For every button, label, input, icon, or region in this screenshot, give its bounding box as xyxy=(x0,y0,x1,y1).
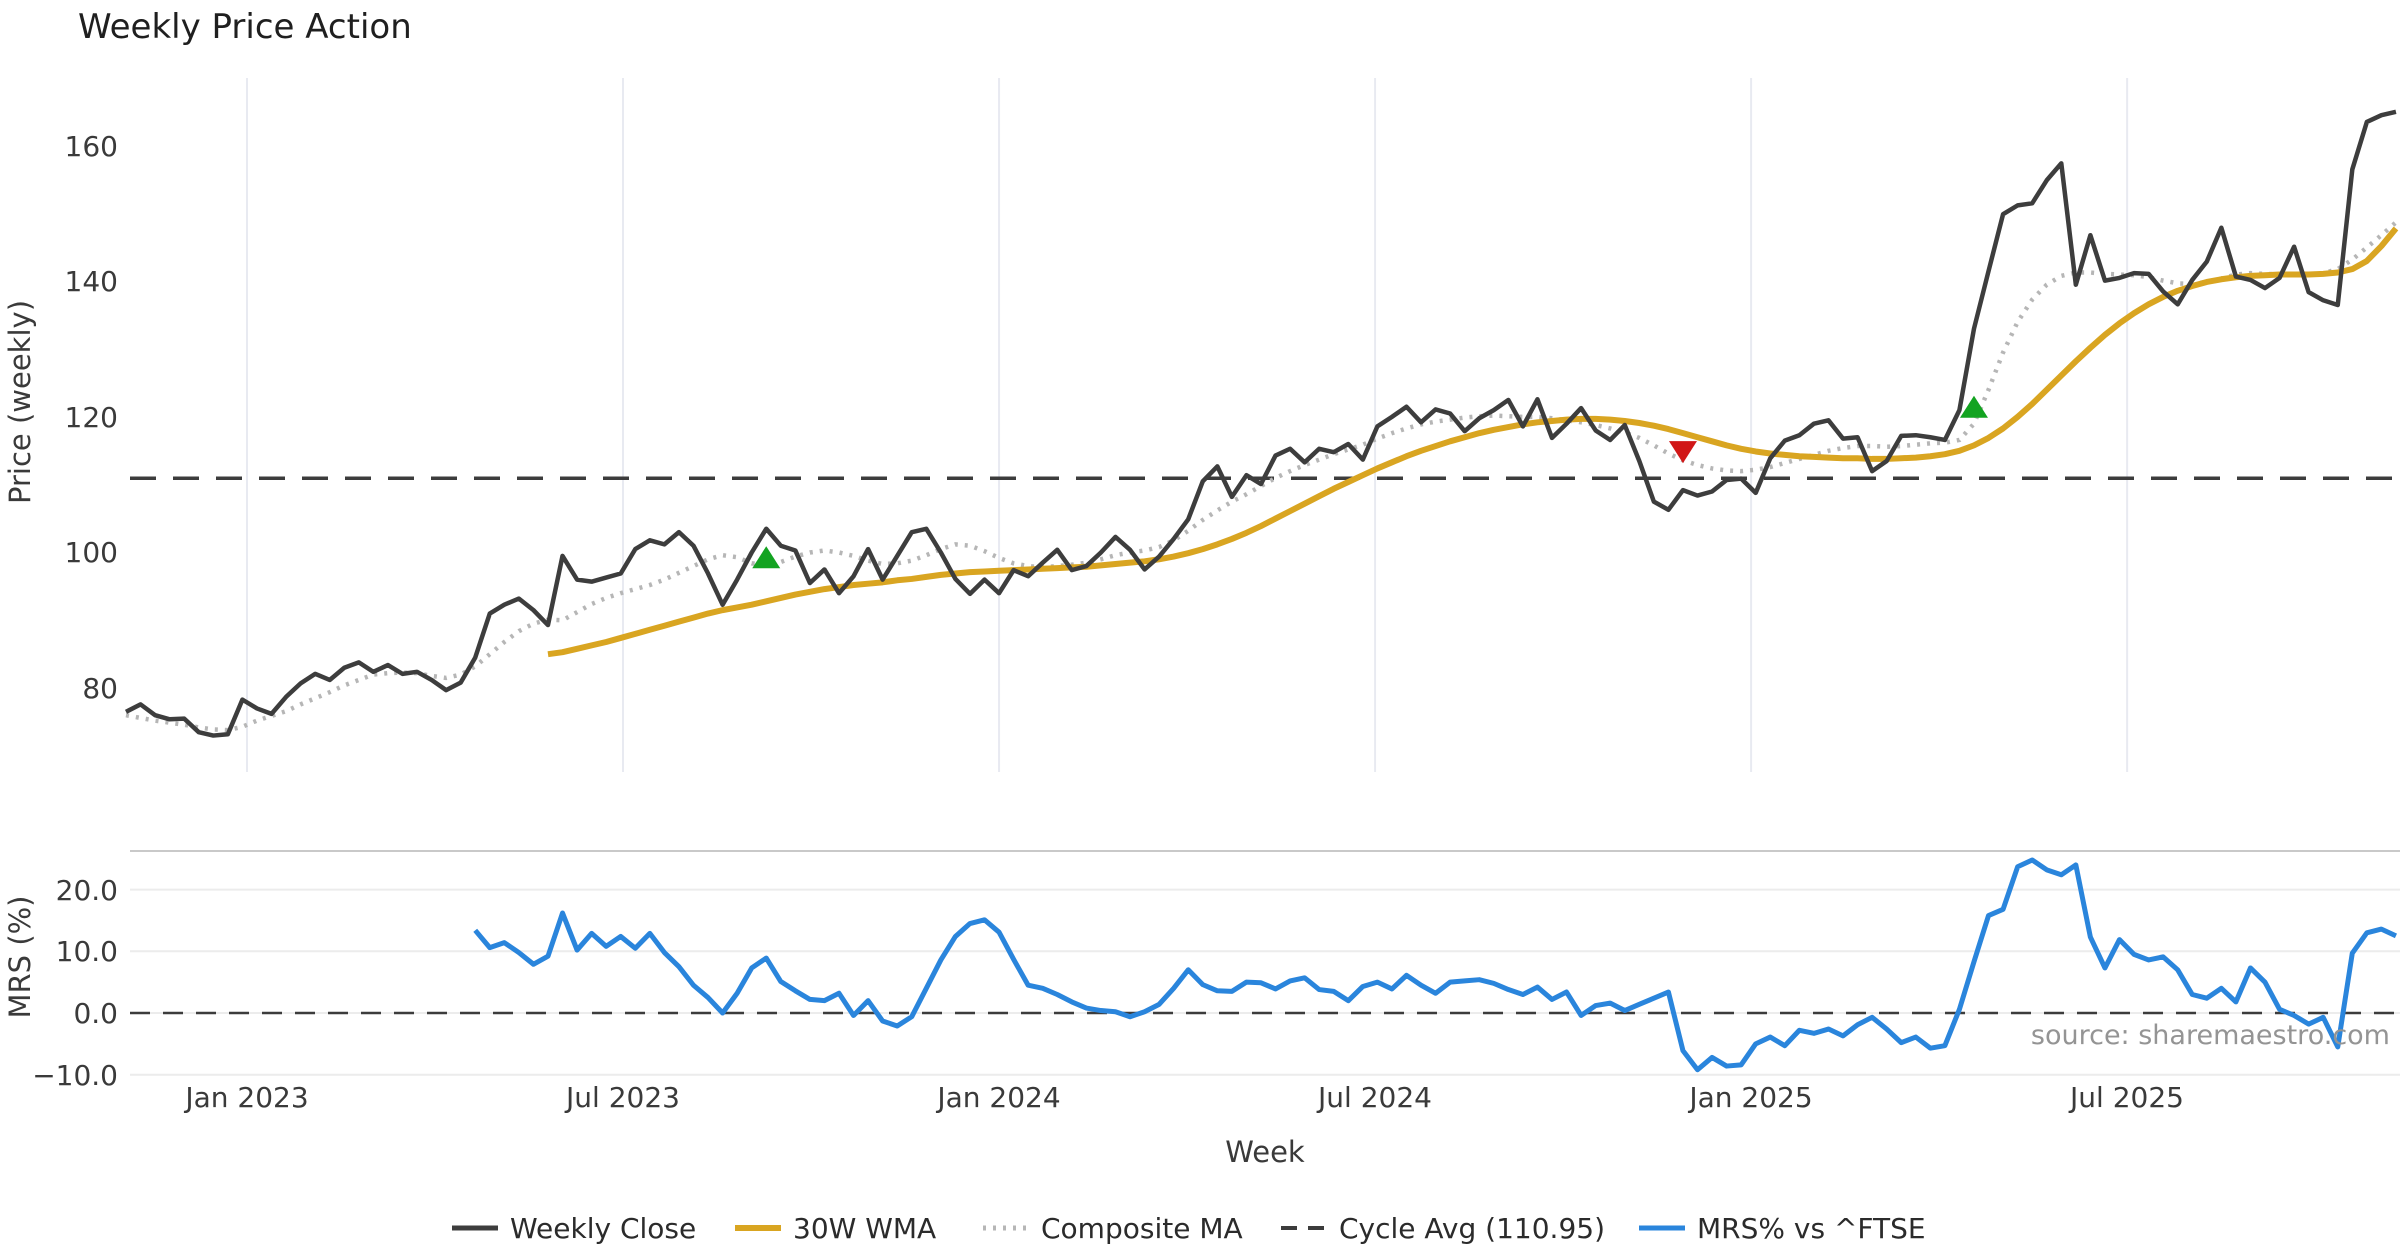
mrs-panel-series xyxy=(130,857,2400,1073)
legend-item-30w-wma: 30W WMA xyxy=(793,1212,936,1245)
xtick-jan-2024: Jan 2024 xyxy=(935,1081,1060,1114)
30w-wma-line xyxy=(547,226,2399,658)
mrs-ytick-neg10: −10.0 xyxy=(32,1059,118,1092)
mrs-line xyxy=(473,857,2398,1073)
legend-item-cycle-avg: Cycle Avg (110.95) xyxy=(1339,1212,1605,1245)
mrs-axis-label: MRS (%) xyxy=(3,896,37,1019)
weekly-close-line xyxy=(124,109,2397,738)
price-axis-label: Price (weekly) xyxy=(3,300,37,504)
price-ytick-140: 140 xyxy=(65,265,118,298)
price-ytick-80: 80 xyxy=(82,672,118,705)
x-axis-label: Week xyxy=(1225,1135,1305,1169)
buy-signal-triangle-icon xyxy=(752,546,781,569)
chart-title: Weekly Price Action xyxy=(78,7,412,47)
composite-ma-line xyxy=(125,220,2398,733)
xtick-jul-2025: Jul 2025 xyxy=(2068,1081,2184,1114)
legend: Weekly Close 30W WMA Composite MA Cycle … xyxy=(452,1212,1926,1245)
mrs-ytick-20: 20.0 xyxy=(56,874,118,907)
xtick-jul-2024: Jul 2024 xyxy=(1316,1081,1432,1114)
legend-item-composite-ma: Composite MA xyxy=(1041,1212,1243,1245)
mrs-ytick-0: 0.0 xyxy=(73,997,118,1030)
price-panel-series xyxy=(124,109,2400,738)
price-ytick-120: 120 xyxy=(65,401,118,434)
price-ytick-160: 160 xyxy=(65,130,118,163)
price-panel-gridlines xyxy=(245,78,2129,772)
mrs-ytick-10: 10.0 xyxy=(56,935,118,968)
legend-item-weekly-close: Weekly Close xyxy=(510,1212,696,1245)
legend-item-mrs: MRS% vs ^FTSE xyxy=(1697,1212,1926,1245)
sell-signal-triangle-icon xyxy=(1668,441,1697,464)
source-watermark: source: sharemaestro.com xyxy=(2031,1020,2390,1051)
signal-markers xyxy=(752,395,1988,569)
price-ytick-100: 100 xyxy=(65,536,118,569)
buy-signal-triangle-icon xyxy=(1959,395,1988,418)
xtick-jan-2025: Jan 2025 xyxy=(1687,1081,1812,1114)
xtick-jul-2023: Jul 2023 xyxy=(564,1081,680,1114)
xtick-jan-2023: Jan 2023 xyxy=(183,1081,308,1114)
